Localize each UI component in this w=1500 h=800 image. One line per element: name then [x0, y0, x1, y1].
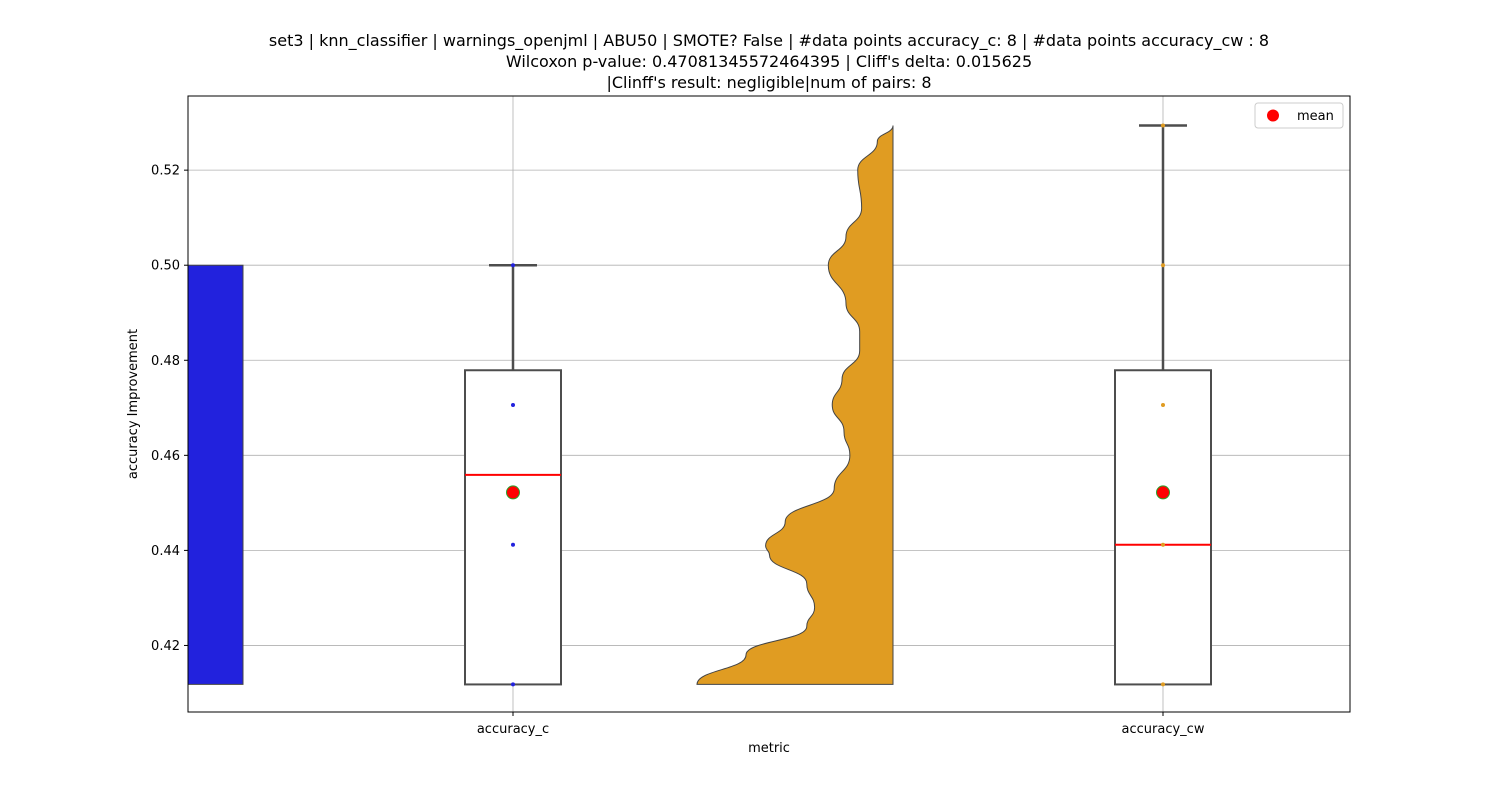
y-tick-label: 0.48 — [151, 354, 180, 369]
data-point-accuracy_cw — [1161, 542, 1165, 547]
chart-title-line-2: Wilcoxon p-value: 0.47081345572464395 | … — [505, 52, 1033, 71]
legend: mean — [1254, 102, 1344, 129]
y-tick-label: 0.42 — [151, 639, 180, 654]
y-tick-label: 0.52 — [151, 164, 180, 179]
x-tick-label: accuracy_c — [477, 722, 549, 737]
data-point-accuracy_c — [511, 263, 515, 268]
chart-title-line-3: |Clinff's result: negligible|num of pair… — [606, 73, 932, 92]
legend-box — [1254, 102, 1344, 129]
box-layer — [464, 123, 1212, 687]
data-point-accuracy_cw — [1161, 263, 1165, 268]
data-point-accuracy_c — [511, 542, 515, 547]
mean-marker-accuracy_c — [506, 485, 520, 500]
axis-layer: 0.42 0.44 0.46 0.48 0.50 0.52 accuracy_c accura… — [151, 164, 1205, 737]
box-accuracy_cw — [1114, 369, 1212, 686]
y-tick-label: 0.46 — [151, 449, 180, 464]
chart-title-line-1: set3 | knn_classifier | warnings_openjml… — [268, 31, 1270, 50]
data-point-accuracy_c — [511, 682, 515, 687]
violin-accuracy_cw — [696, 125, 894, 685]
box-accuracy_c — [464, 369, 562, 686]
y-tick-label: 0.50 — [151, 259, 180, 274]
data-point-accuracy_cw — [1161, 682, 1165, 687]
y-axis-label: accuracy Improvement — [126, 329, 141, 479]
violin-accuracy_c — [187, 264, 244, 685]
data-point-accuracy_c — [511, 402, 515, 407]
data-point-accuracy_cw — [1161, 402, 1165, 407]
legend-mean-marker — [1267, 109, 1279, 122]
mean-marker-accuracy_cw — [1156, 485, 1170, 500]
y-tick-label: 0.44 — [151, 544, 180, 559]
x-tick-label: accuracy_cw — [1122, 722, 1205, 737]
plot-frame — [187, 95, 1351, 713]
x-axis-label: metric — [748, 741, 790, 756]
data-point-accuracy_cw — [1161, 123, 1165, 128]
legend-mean-label: mean — [1297, 109, 1334, 124]
